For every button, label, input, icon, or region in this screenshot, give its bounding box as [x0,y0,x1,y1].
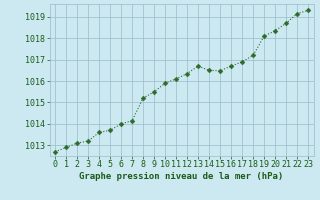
X-axis label: Graphe pression niveau de la mer (hPa): Graphe pression niveau de la mer (hPa) [79,172,284,181]
